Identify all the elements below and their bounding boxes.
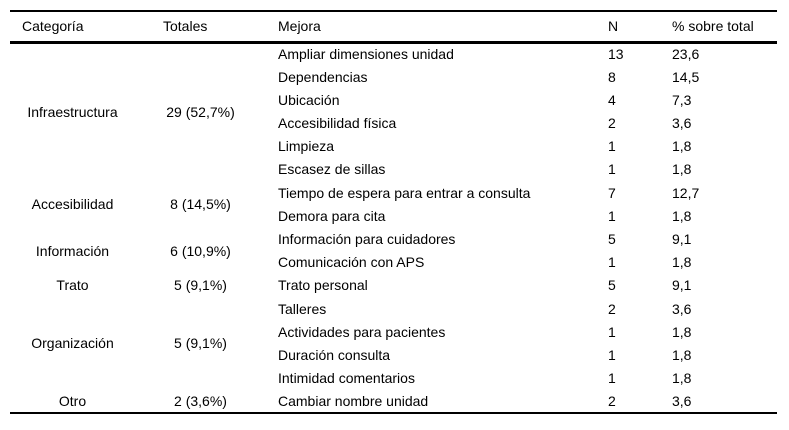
column-header-n: N — [608, 18, 619, 35]
table-header-row: Categoría Totales Mejora N % sobre total — [10, 11, 777, 42]
pct-cell: 1,8 — [672, 323, 692, 340]
totales-cell: 6 (10,9%) — [170, 242, 231, 259]
table-row: Dependencias 8 14,5 — [10, 65, 777, 88]
n-cell: 7 — [608, 184, 616, 201]
n-cell: 8 — [608, 68, 616, 85]
table-row: Actividades para pacientes 1 1,8 — [10, 320, 777, 343]
mejora-cell: Trato personal — [278, 277, 368, 294]
n-cell: 2 — [608, 300, 616, 317]
n-cell: 1 — [608, 207, 616, 224]
table-row: Demora para cita 1 1,8 — [10, 204, 777, 227]
category-cell: Información — [35, 242, 110, 259]
mejora-cell: Demora para cita — [278, 207, 386, 224]
pct-cell: 14,5 — [672, 68, 700, 85]
pct-cell: 12,7 — [672, 184, 700, 201]
mejora-cell: Ubicación — [278, 91, 340, 108]
pct-cell: 3,6 — [672, 115, 692, 132]
table-row: Accesibilidad 8 (14,5%) Tiempo de espera p… — [10, 181, 777, 213]
mejora-cell: Tiempo de espera para entrar a consulta — [278, 184, 531, 201]
pct-cell: 9,1 — [672, 231, 692, 248]
pct-cell: 9,1 — [672, 277, 692, 294]
pct-cell: 3,6 — [672, 392, 692, 409]
category-cell: Trato — [56, 277, 89, 294]
mejora-cell: Escasez de sillas — [278, 161, 386, 178]
n-cell: 1 — [608, 254, 616, 271]
totales-cell: 5 (9,1%) — [174, 335, 227, 352]
mejora-cell: Talleres — [278, 300, 327, 317]
table-body: Infraestructura 29 (52,7%) Ampliar dimensi… — [10, 42, 777, 413]
improvement-table: Categoría Totales Mejora N % sobre total… — [10, 10, 777, 414]
n-cell: 1 — [608, 161, 616, 178]
pct-cell: 23,6 — [672, 46, 700, 63]
mejora-cell: Intimidad comentarios — [278, 370, 415, 387]
table-row: Otro 2 (3,6%) Cambiar nombre unidad 2 3,6 — [10, 390, 777, 413]
table-row: Organización 5 (9,1%) Talleres 2 3,6 — [10, 297, 777, 352]
totales-cell: 29 (52,7%) — [166, 104, 235, 121]
pct-cell: 1,8 — [672, 254, 692, 271]
n-cell: 2 — [608, 115, 616, 132]
table-row: Comunicación con APS 1 1,8 — [10, 251, 777, 274]
column-header-totales: Totales — [163, 18, 208, 35]
mejora-cell: Limpieza — [278, 138, 335, 155]
category-cell: Infraestructura — [27, 104, 118, 121]
column-header-pct: % sobre total — [672, 18, 754, 35]
mejora-cell: Comunicación con APS — [278, 254, 425, 271]
pct-cell: 1,8 — [672, 207, 692, 224]
column-header-mejora: Mejora — [278, 18, 321, 35]
category-cell: Accesibilidad — [31, 196, 114, 213]
n-cell: 4 — [608, 91, 616, 108]
category-cell: Organización — [31, 335, 114, 352]
n-cell: 1 — [608, 370, 616, 387]
table-row: Intimidad comentarios 1 1,8 — [10, 367, 777, 390]
n-cell: 5 — [608, 231, 616, 248]
table-row: Infraestructura 29 (52,7%) Ampliar dimensi… — [10, 42, 777, 120]
table-row: Duración consulta 1 1,8 — [10, 343, 777, 366]
n-cell: 13 — [608, 46, 624, 63]
table-row: Información 6 (10,9%) Información para cui… — [10, 228, 777, 259]
totales-cell: 2 (3,6%) — [174, 392, 227, 409]
pct-cell: 3,6 — [672, 300, 692, 317]
pct-cell: 1,8 — [672, 138, 692, 155]
mejora-cell: Actividades para pacientes — [278, 323, 446, 340]
table-row: Accesibilidad física 2 3,6 — [10, 112, 777, 135]
category-cell: Otro — [58, 392, 87, 409]
table-row: Trato 5 (9,1%) Trato personal 5 9,1 — [10, 274, 777, 297]
pct-cell: 7,3 — [672, 91, 692, 108]
mejora-cell: Información para cuidadores — [278, 231, 456, 248]
mejora-cell: Accesibilidad física — [278, 115, 397, 132]
pct-cell: 1,8 — [672, 370, 692, 387]
column-header-categoria: Categoría — [22, 18, 84, 35]
table-row: Ubicación 4 7,3 — [10, 88, 777, 111]
pct-cell: 1,8 — [672, 161, 692, 178]
totales-cell: 8 (14,5%) — [170, 196, 231, 213]
n-cell: 5 — [608, 277, 616, 294]
mejora-cell: Cambiar nombre unidad — [278, 392, 429, 409]
pct-cell: 1,8 — [672, 346, 692, 363]
n-cell: 1 — [608, 346, 616, 363]
totales-cell: 5 (9,1%) — [174, 277, 227, 294]
mejora-cell: Dependencias — [278, 68, 368, 85]
n-cell: 2 — [608, 392, 616, 409]
table-row: Escasez de sillas 1 1,8 — [10, 158, 777, 181]
n-cell: 1 — [608, 138, 616, 155]
mejora-cell: Duración consulta — [278, 346, 391, 363]
n-cell: 1 — [608, 323, 616, 340]
table-row: Limpieza 1 1,8 — [10, 135, 777, 158]
mejora-cell: Ampliar dimensiones unidad — [278, 46, 454, 63]
